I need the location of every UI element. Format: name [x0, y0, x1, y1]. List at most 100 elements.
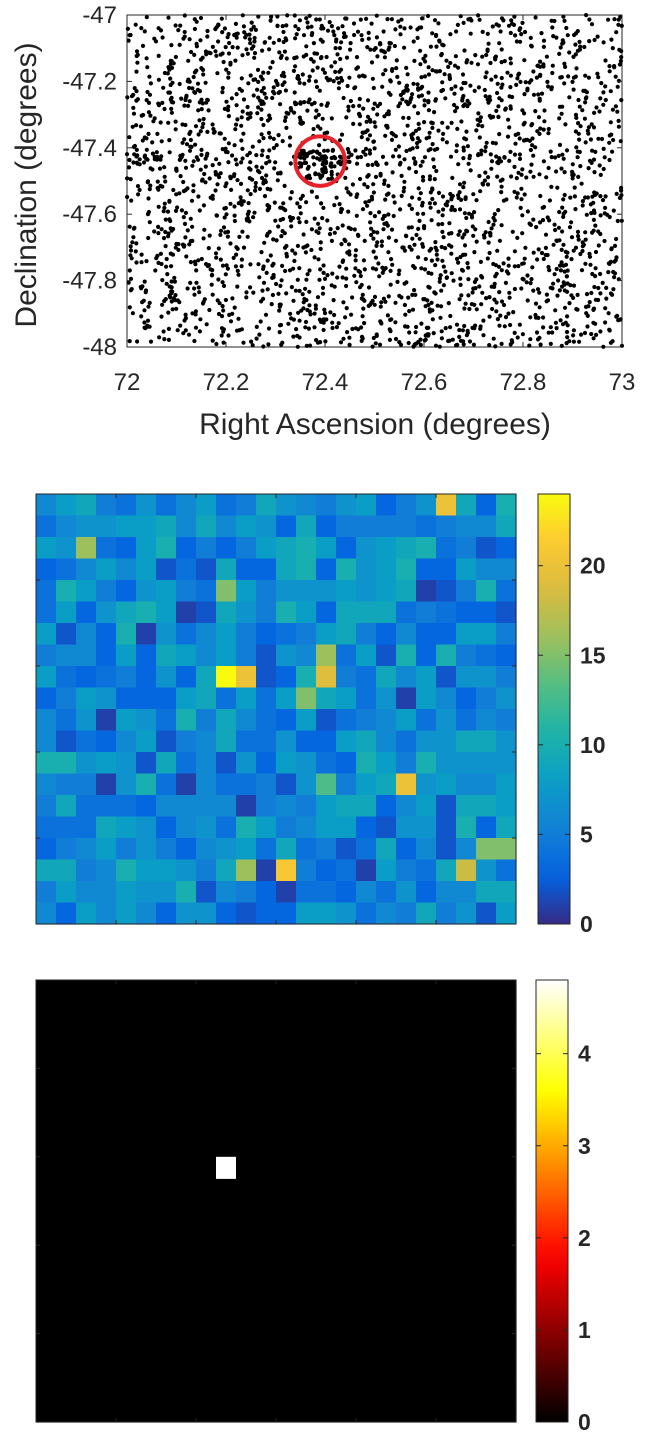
- heatmap-cell: [216, 1377, 237, 1401]
- heatmap-cell: [136, 1156, 157, 1180]
- scatter-point: [426, 72, 432, 77]
- scatter-point: [232, 143, 237, 148]
- scatter-point: [430, 125, 435, 130]
- scatter-point: [523, 80, 528, 85]
- heatmap-cell: [176, 1134, 197, 1158]
- scatter-point: [232, 204, 237, 209]
- scatter-point: [581, 88, 586, 93]
- scatter-point: [407, 244, 412, 249]
- scatter-point: [434, 44, 439, 49]
- scatter-point: [245, 188, 250, 193]
- scatter-point: [346, 155, 351, 160]
- scatter-point: [571, 328, 577, 333]
- scatter-point: [349, 152, 354, 157]
- heatmap-cell: [396, 537, 417, 560]
- scatter-point: [464, 215, 469, 221]
- scatter-point: [430, 142, 435, 147]
- y-axis-title: Declination (degrees): [10, 42, 43, 327]
- heatmap-cell: [416, 494, 437, 517]
- scatter-point: [440, 258, 445, 263]
- scatter-point: [574, 115, 579, 120]
- heatmap-cell: [336, 515, 357, 538]
- heatmap-cell: [276, 515, 297, 538]
- heatmap-cell: [256, 580, 277, 603]
- scatter-point: [182, 103, 187, 108]
- scatter-point: [303, 250, 308, 255]
- scatter-point: [587, 254, 593, 259]
- heatmap-cell: [396, 816, 417, 839]
- scatter-point: [378, 42, 383, 47]
- scatter-point: [174, 241, 179, 247]
- scatter-point: [525, 209, 531, 214]
- scatter-point: [548, 325, 553, 330]
- scatter-point: [181, 189, 186, 194]
- heatmap-cell: [116, 795, 137, 818]
- heatmap-cell: [456, 1156, 477, 1180]
- scatter-point: [183, 210, 188, 215]
- scatter-point: [508, 73, 513, 78]
- scatter-point: [598, 194, 603, 199]
- scatter-point: [235, 117, 240, 122]
- scatter-point: [232, 218, 237, 224]
- scatter-point: [228, 201, 233, 206]
- scatter-point: [544, 299, 549, 304]
- heatmap-cell: [216, 1245, 237, 1268]
- scatter-point: [476, 85, 481, 90]
- scatter-point: [519, 197, 524, 202]
- scatter-point: [509, 338, 514, 343]
- heatmap-cell: [336, 644, 357, 667]
- scatter-point: [304, 219, 309, 224]
- heatmap-cell: [476, 1046, 497, 1069]
- heatmap-cell: [136, 1068, 157, 1092]
- scatter-point: [256, 262, 261, 267]
- scatter-point: [174, 192, 179, 197]
- scatter-point: [387, 45, 392, 50]
- heatmap-cell: [76, 1311, 97, 1335]
- heatmap-cell: [76, 1178, 97, 1202]
- scatter-point: [265, 258, 270, 263]
- heatmap-cell: [276, 1068, 297, 1092]
- scatter-point: [558, 268, 564, 273]
- scatter-point: [454, 29, 459, 34]
- heatmap-cell: [176, 816, 197, 839]
- scatter-point: [201, 121, 206, 126]
- scatter-point: [171, 100, 176, 105]
- scatter-point: [428, 44, 433, 49]
- heatmap-cell: [136, 515, 157, 538]
- scatter-point: [170, 307, 175, 312]
- heatmap-cell: [356, 1355, 377, 1379]
- heatmap-cell: [76, 1377, 97, 1401]
- scatter-point: [520, 167, 525, 172]
- scatter-point: [360, 292, 365, 297]
- scatter-point: [542, 108, 547, 113]
- heatmap-cell: [396, 580, 417, 603]
- heatmap-cell: [496, 1333, 517, 1357]
- scatter-point: [413, 330, 418, 335]
- heatmap-cell: [456, 1134, 477, 1158]
- heatmap-cell: [236, 859, 257, 882]
- scatter-point: [412, 265, 417, 270]
- scatter-point: [335, 76, 340, 81]
- scatter-point: [507, 295, 512, 300]
- scatter-point: [339, 132, 345, 137]
- scatter-point: [303, 319, 309, 325]
- heatmap-cell: [236, 1289, 257, 1313]
- scatter-point: [144, 56, 149, 61]
- scatter-point: [437, 344, 442, 349]
- scatter-point: [296, 27, 301, 32]
- scatter-point: [346, 104, 351, 109]
- scatter-point: [277, 38, 282, 43]
- scatter-point: [353, 266, 358, 271]
- scatter-point: [307, 303, 312, 308]
- scatter-point: [610, 149, 615, 154]
- scatter-point: [336, 86, 341, 91]
- heatmap-significance-tick-marks: [36, 980, 516, 1422]
- scatter-point: [427, 309, 432, 314]
- scatter-point: [590, 148, 595, 153]
- heatmap-cell: [496, 687, 517, 710]
- scatter-point: [125, 95, 130, 100]
- heatmap-cell: [236, 752, 257, 775]
- scatter-point: [287, 268, 293, 273]
- scatter-point: [466, 277, 471, 282]
- scatter-point: [320, 116, 325, 121]
